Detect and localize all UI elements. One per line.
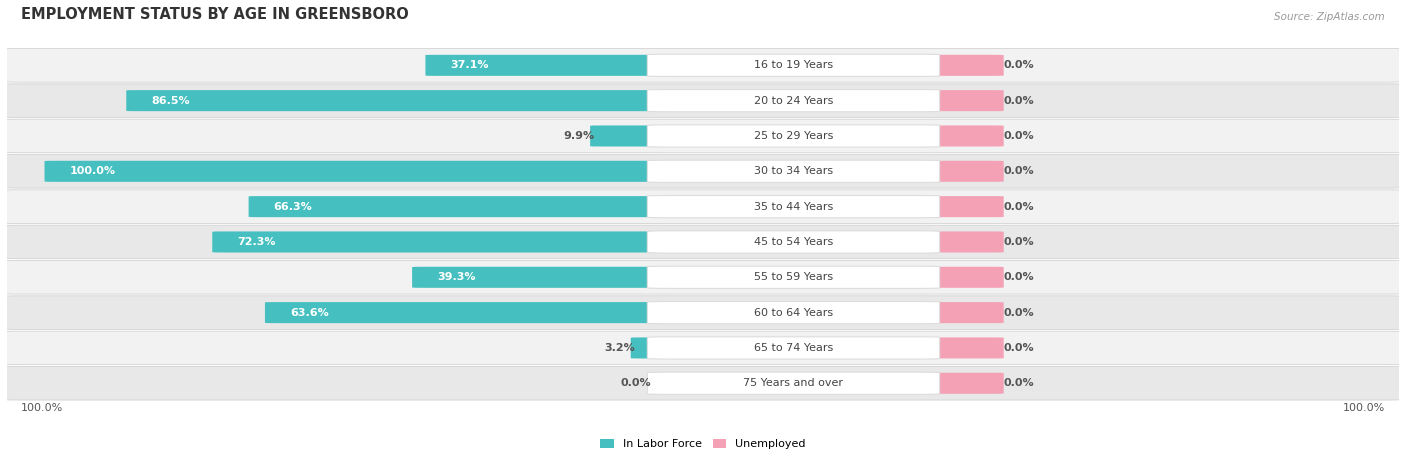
FancyBboxPatch shape — [647, 54, 939, 77]
FancyBboxPatch shape — [0, 119, 1406, 153]
Text: 0.0%: 0.0% — [1004, 272, 1035, 282]
Text: 0.0%: 0.0% — [1004, 343, 1035, 353]
Text: 20 to 24 Years: 20 to 24 Years — [754, 96, 834, 106]
Text: 30 to 34 Years: 30 to 34 Years — [754, 166, 832, 176]
FancyBboxPatch shape — [212, 231, 672, 253]
FancyBboxPatch shape — [647, 372, 939, 394]
Text: 16 to 19 Years: 16 to 19 Years — [754, 60, 832, 70]
Text: 63.6%: 63.6% — [290, 308, 329, 318]
FancyBboxPatch shape — [0, 190, 1406, 223]
Text: 0.0%: 0.0% — [1004, 308, 1035, 318]
FancyBboxPatch shape — [631, 337, 672, 359]
FancyBboxPatch shape — [914, 373, 1004, 394]
Text: 72.3%: 72.3% — [238, 237, 276, 247]
Text: 0.0%: 0.0% — [1004, 60, 1035, 70]
Text: 9.9%: 9.9% — [564, 131, 595, 141]
Text: 100.0%: 100.0% — [69, 166, 115, 176]
Text: 45 to 54 Years: 45 to 54 Years — [754, 237, 834, 247]
FancyBboxPatch shape — [0, 367, 1406, 400]
Legend: In Labor Force, Unemployed: In Labor Force, Unemployed — [600, 438, 806, 449]
Text: Source: ZipAtlas.com: Source: ZipAtlas.com — [1274, 12, 1385, 22]
FancyBboxPatch shape — [647, 266, 939, 289]
FancyBboxPatch shape — [45, 161, 672, 182]
FancyBboxPatch shape — [914, 231, 1004, 253]
FancyBboxPatch shape — [0, 296, 1406, 329]
Text: 0.0%: 0.0% — [1004, 237, 1035, 247]
FancyBboxPatch shape — [914, 302, 1004, 323]
FancyBboxPatch shape — [914, 267, 1004, 288]
FancyBboxPatch shape — [914, 161, 1004, 182]
Text: 60 to 64 Years: 60 to 64 Years — [754, 308, 832, 318]
Text: 39.3%: 39.3% — [437, 272, 475, 282]
Text: 65 to 74 Years: 65 to 74 Years — [754, 343, 834, 353]
FancyBboxPatch shape — [647, 125, 939, 147]
Text: 35 to 44 Years: 35 to 44 Years — [754, 202, 834, 212]
FancyBboxPatch shape — [0, 261, 1406, 294]
Text: 3.2%: 3.2% — [605, 343, 636, 353]
FancyBboxPatch shape — [412, 267, 672, 288]
FancyBboxPatch shape — [647, 160, 939, 183]
FancyBboxPatch shape — [426, 55, 672, 76]
FancyBboxPatch shape — [0, 49, 1406, 82]
FancyBboxPatch shape — [914, 90, 1004, 111]
FancyBboxPatch shape — [0, 331, 1406, 365]
FancyBboxPatch shape — [914, 337, 1004, 359]
Text: 0.0%: 0.0% — [1004, 166, 1035, 176]
FancyBboxPatch shape — [249, 196, 672, 217]
Text: 0.0%: 0.0% — [1004, 131, 1035, 141]
FancyBboxPatch shape — [591, 125, 672, 147]
FancyBboxPatch shape — [647, 301, 939, 324]
Text: 86.5%: 86.5% — [152, 96, 190, 106]
FancyBboxPatch shape — [647, 89, 939, 112]
Text: 37.1%: 37.1% — [450, 60, 489, 70]
FancyBboxPatch shape — [127, 90, 672, 111]
FancyBboxPatch shape — [0, 84, 1406, 117]
Text: 75 Years and over: 75 Years and over — [744, 378, 844, 388]
Text: EMPLOYMENT STATUS BY AGE IN GREENSBORO: EMPLOYMENT STATUS BY AGE IN GREENSBORO — [21, 7, 409, 22]
FancyBboxPatch shape — [0, 225, 1406, 259]
Text: 66.3%: 66.3% — [274, 202, 312, 212]
Text: 0.0%: 0.0% — [621, 378, 651, 388]
Text: 100.0%: 100.0% — [21, 403, 63, 413]
Text: 0.0%: 0.0% — [1004, 96, 1035, 106]
Text: 0.0%: 0.0% — [1004, 378, 1035, 388]
FancyBboxPatch shape — [264, 302, 672, 323]
FancyBboxPatch shape — [647, 231, 939, 253]
FancyBboxPatch shape — [647, 195, 939, 218]
FancyBboxPatch shape — [914, 196, 1004, 217]
Text: 0.0%: 0.0% — [1004, 202, 1035, 212]
FancyBboxPatch shape — [914, 55, 1004, 76]
FancyBboxPatch shape — [0, 155, 1406, 188]
Text: 100.0%: 100.0% — [1343, 403, 1385, 413]
Text: 55 to 59 Years: 55 to 59 Years — [754, 272, 832, 282]
FancyBboxPatch shape — [914, 125, 1004, 147]
Text: 25 to 29 Years: 25 to 29 Years — [754, 131, 834, 141]
FancyBboxPatch shape — [647, 337, 939, 359]
